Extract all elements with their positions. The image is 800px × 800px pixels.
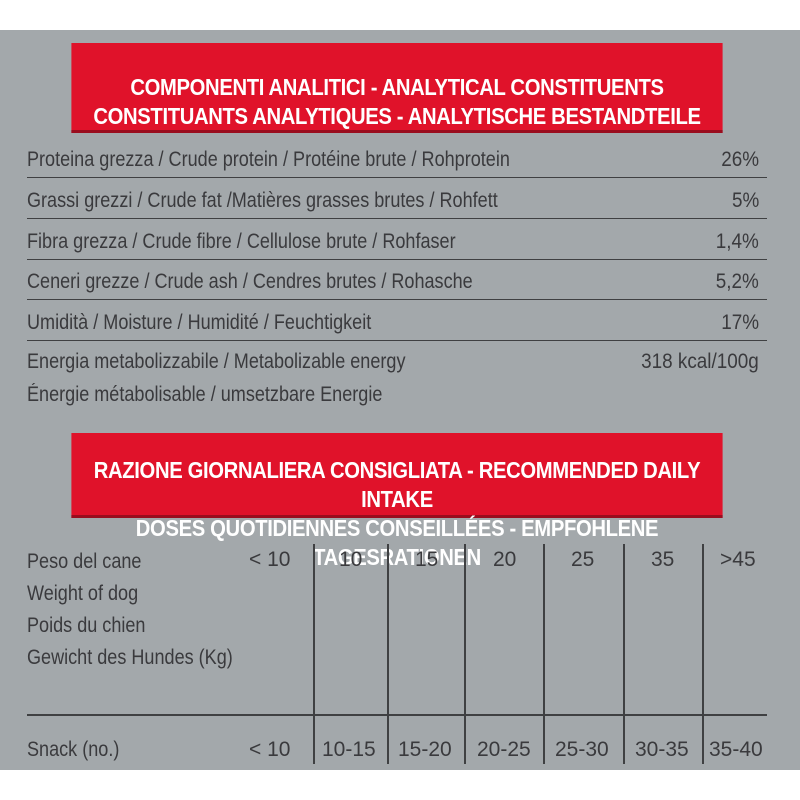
row-divider: [27, 218, 767, 219]
weight-cell: 20: [493, 548, 517, 571]
daily-intake-table: Peso del cane Weight of dog Poids du chi…: [27, 536, 767, 764]
weight-cell: 15: [415, 548, 439, 571]
column-divider: [543, 544, 545, 764]
snack-cell: 30-35: [635, 738, 689, 761]
snack-label: Snack (no.): [27, 738, 120, 761]
weight-cell: < 10: [249, 548, 291, 571]
column-divider: [702, 544, 704, 764]
weight-cell: >45: [720, 548, 756, 571]
constituent-label: Umidità / Moisture / Humidité / Feuchtig…: [27, 311, 372, 334]
snack-cell: 20-25: [477, 738, 531, 761]
weight-cell: 25: [571, 548, 595, 571]
constituent-value: 5,2%: [715, 270, 759, 293]
column-divider: [464, 544, 466, 764]
column-divider: [623, 544, 625, 764]
constituent-label: Ceneri grezze / Crude ash / Cendres brut…: [27, 270, 473, 293]
weight-cell: 10: [339, 548, 363, 571]
snack-cell: 25-30: [555, 738, 609, 761]
snack-cell: < 10: [249, 738, 291, 761]
column-divider: [313, 544, 315, 764]
weight-label-en: Weight of dog: [27, 582, 139, 605]
row-divider: [27, 340, 767, 341]
constituent-label: Proteina grezza / Crude protein / Protéi…: [27, 148, 510, 171]
weight-label-fr: Poids du chien: [27, 614, 146, 637]
analytical-heading-line2: CONSTITUANTS ANALYTIQUES - ANALYTISCHE B…: [93, 103, 701, 129]
constituent-label: Grassi grezzi / Crude fat /Matières gras…: [27, 189, 498, 212]
weight-label-it: Peso del cane: [27, 550, 142, 573]
analytical-heading-line1: COMPONENTI ANALITICI - ANALYTICAL CONSTI…: [130, 74, 664, 100]
row-divider: [27, 299, 767, 300]
daily-intake-heading: RAZIONE GIORNALIERA CONSIGLIATA - RECOMM…: [71, 433, 723, 570]
daily-heading-line1: RAZIONE GIORNALIERA CONSIGLIATA - RECOMM…: [93, 457, 701, 512]
row-divider: [27, 177, 767, 178]
constituent-value: 17%: [721, 311, 759, 334]
snack-cell: 35-40: [709, 738, 763, 761]
constituent-value: 1,4%: [715, 230, 759, 253]
weight-cell: 35: [651, 548, 675, 571]
analytical-constituents-heading: COMPONENTI ANALITICI - ANALYTICAL CONSTI…: [71, 43, 723, 133]
weight-of-dog-label: Peso del cane Weight of dog Poids du chi…: [27, 546, 233, 674]
constituent-value: 5%: [731, 189, 759, 212]
energy-label-line2: Énergie métabolisable / umsetzbare Energ…: [27, 383, 383, 406]
daily-heading-line2: DOSES QUOTIDIENNES CONSEILLÉES - EMPFOHL…: [135, 515, 659, 570]
constituent-label: Fibra grezza / Crude fibre / Cellulose b…: [27, 230, 456, 253]
snack-cell: 10-15: [322, 738, 376, 761]
snack-cell: 15-20: [398, 738, 452, 761]
energy-value: 318 kcal/100g: [641, 350, 759, 373]
constituent-value: 26%: [721, 148, 759, 171]
column-divider: [387, 544, 389, 764]
energy-label-line1: Energia metabolizzabile / Metabolizable …: [27, 350, 406, 373]
weight-label-de: Gewicht des Hundes (Kg): [27, 646, 233, 669]
table-divider: [27, 714, 767, 716]
row-divider: [27, 259, 767, 260]
label-panel: COMPONENTI ANALITICI - ANALYTICAL CONSTI…: [0, 30, 800, 770]
